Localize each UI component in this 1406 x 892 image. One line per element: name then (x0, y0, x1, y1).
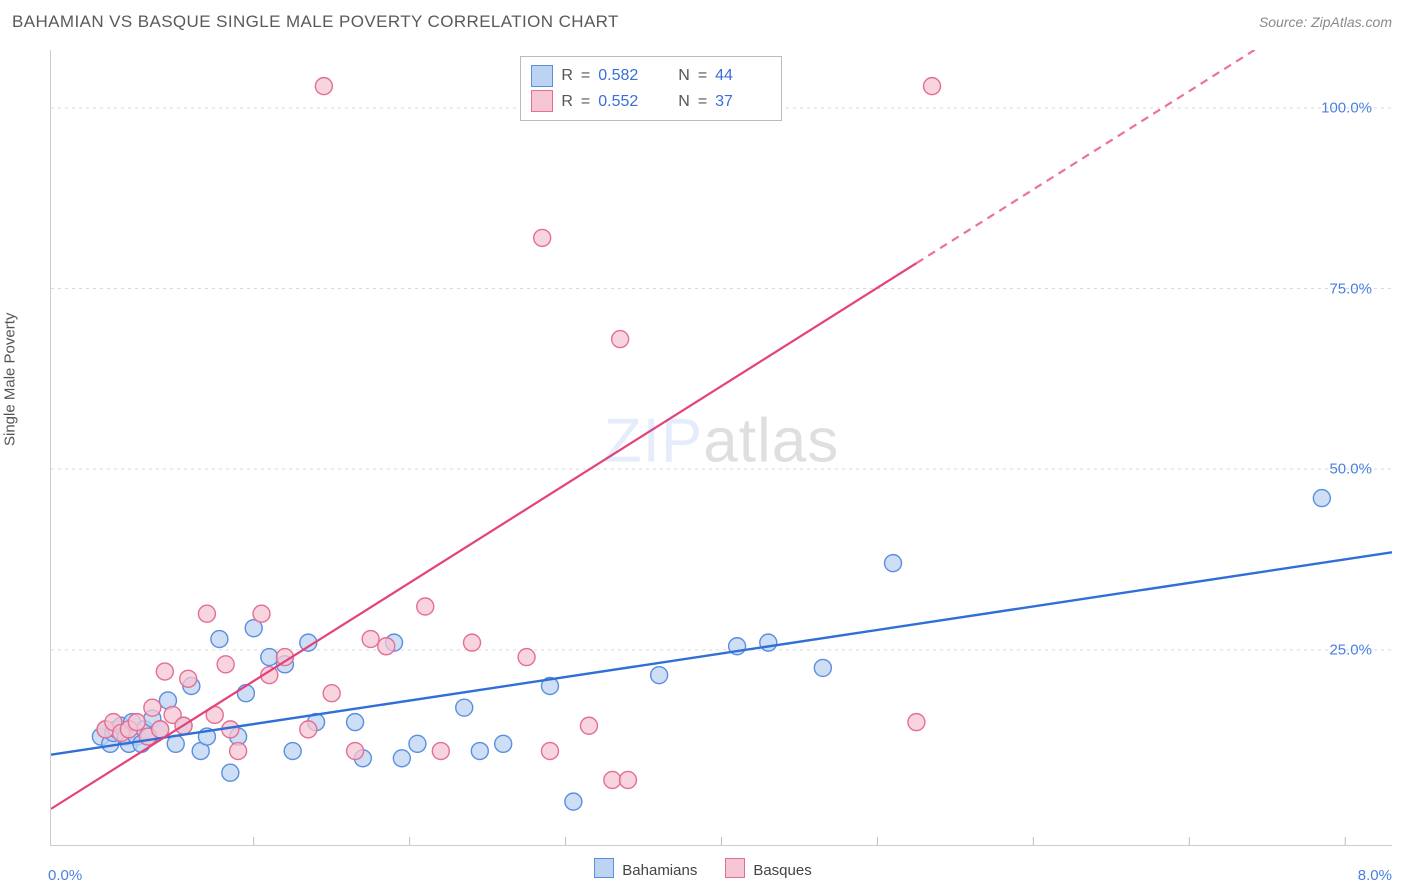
correlation-stats-box: R = 0.582 N = 44 R = 0.552 N = 37 (520, 56, 782, 121)
legend-label-basques: Basques (753, 862, 811, 879)
stats-swatch (531, 65, 553, 87)
stats-n-value: 37 (715, 89, 769, 115)
stats-row: R = 0.582 N = 44 (531, 63, 769, 89)
legend-swatch-basques (725, 858, 745, 878)
legend-item-bahamians: Bahamians (594, 858, 697, 879)
chart-source: Source: ZipAtlas.com (1259, 14, 1392, 30)
stats-n-label: N (678, 63, 690, 89)
stats-eq: = (581, 63, 590, 89)
stats-row: R = 0.552 N = 37 (531, 89, 769, 115)
stats-r-value: 0.552 (598, 89, 652, 115)
scatter-svg (51, 50, 1392, 845)
chart-title: BAHAMIAN VS BASQUE SINGLE MALE POVERTY C… (12, 12, 619, 32)
stats-eq: = (698, 63, 707, 89)
legend: Bahamians Basques (0, 852, 1406, 884)
y-tick-label: 25.0% (1329, 641, 1372, 658)
stats-eq: = (581, 89, 590, 115)
y-tick-label: 100.0% (1321, 99, 1372, 116)
y-tick-label: 75.0% (1329, 280, 1372, 297)
stats-n-label: N (678, 89, 690, 115)
stats-eq: = (698, 89, 707, 115)
chart-container: BAHAMIAN VS BASQUE SINGLE MALE POVERTY C… (0, 0, 1406, 892)
chart-header: BAHAMIAN VS BASQUE SINGLE MALE POVERTY C… (0, 0, 1406, 44)
y-axis-label: Single Male Poverty (2, 313, 19, 446)
stats-r-label: R (561, 89, 573, 115)
legend-swatch-bahamians (594, 858, 614, 878)
stats-swatch (531, 90, 553, 112)
y-tick-label: 50.0% (1329, 461, 1372, 478)
legend-label-bahamians: Bahamians (622, 862, 697, 879)
stats-r-label: R (561, 63, 573, 89)
plot-area: ZIPatlas 25.0%50.0%75.0%100.0% R=0.582N=… (50, 50, 1392, 846)
legend-item-basques: Basques (725, 858, 811, 879)
stats-n-value: 44 (715, 63, 769, 89)
source-value: ZipAtlas.com (1311, 14, 1392, 30)
stats-r-value: 0.582 (598, 63, 652, 89)
source-label: Source: (1259, 14, 1307, 30)
